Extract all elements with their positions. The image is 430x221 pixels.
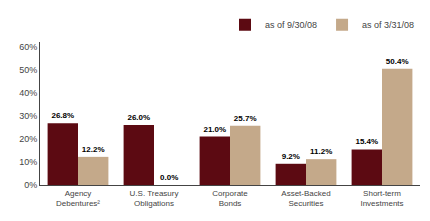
svg-text:U.S. TreasuryObligations: U.S. TreasuryObligations <box>130 189 179 208</box>
svg-text:AgencyDebentures²: AgencyDebentures² <box>56 189 100 208</box>
svg-text:10%: 10% <box>19 157 37 167</box>
svg-text:25.7%: 25.7% <box>234 114 257 123</box>
svg-text:0.0%: 0.0% <box>160 173 178 182</box>
svg-text:15.4%: 15.4% <box>355 137 378 146</box>
svg-text:Short-termInvestments: Short-termInvestments <box>360 189 403 208</box>
svg-text:26.8%: 26.8% <box>51 111 74 120</box>
svg-text:9.2%: 9.2% <box>282 152 300 161</box>
svg-text:21.0%: 21.0% <box>203 125 226 134</box>
svg-text:20%: 20% <box>19 134 37 144</box>
svg-text:60%: 60% <box>19 42 37 52</box>
svg-text:50%: 50% <box>19 65 37 75</box>
svg-text:as of 9/30/08: as of 9/30/08 <box>265 20 317 30</box>
svg-text:12.2%: 12.2% <box>82 145 105 154</box>
svg-text:0%: 0% <box>24 180 37 190</box>
svg-text:26.0%: 26.0% <box>127 113 150 122</box>
svg-text:as of 3/31/08: as of 3/31/08 <box>362 20 414 30</box>
svg-text:CorporateBonds: CorporateBonds <box>212 189 248 208</box>
svg-text:Asset-BackedSecurities: Asset-BackedSecurities <box>281 189 330 208</box>
svg-text:30%: 30% <box>19 111 37 121</box>
svg-text:40%: 40% <box>19 88 37 98</box>
svg-text:50.4%: 50.4% <box>386 57 409 66</box>
svg-text:11.2%: 11.2% <box>310 147 332 156</box>
